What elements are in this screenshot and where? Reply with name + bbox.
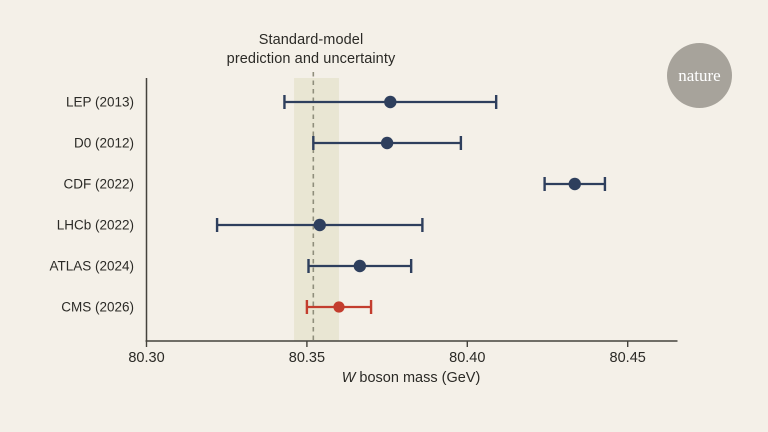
x-tick-label: 80.35 xyxy=(289,350,325,366)
row-label: D0 (2012) xyxy=(74,136,134,151)
nature-logo-text: nature xyxy=(678,65,721,85)
x-tick-label: 80.40 xyxy=(449,350,485,366)
sm-uncertainty-band xyxy=(294,78,339,341)
x-axis-title-rest: boson mass (GeV) xyxy=(355,370,481,386)
sm-prediction-annotation-line2: prediction and uncertainty xyxy=(226,51,396,67)
row-label: CMS (2026) xyxy=(61,300,134,315)
x-tick-label: 80.30 xyxy=(128,350,164,366)
data-point-atlas xyxy=(353,259,367,273)
data-point-cms xyxy=(333,301,345,313)
x-tick-label: 80.45 xyxy=(610,350,646,366)
row-label: LHCb (2022) xyxy=(57,218,134,233)
row-label: CDF (2022) xyxy=(63,177,134,192)
data-point-cdf xyxy=(568,177,581,191)
sm-prediction-annotation: Standard-model prediction and uncertaint… xyxy=(161,31,461,69)
data-point-lep xyxy=(384,95,397,109)
sm-prediction-annotation-line1: Standard-model xyxy=(258,32,364,48)
x-axis-title-symbol: W xyxy=(341,370,356,386)
data-point-d0 xyxy=(380,136,394,150)
x-axis-title: W boson mass (GeV) xyxy=(246,370,576,386)
data-point-lhcb xyxy=(313,218,326,232)
row-label: LEP (2013) xyxy=(66,95,134,110)
row-label: ATLAS (2024) xyxy=(49,259,134,274)
nature-logo: nature xyxy=(667,43,732,108)
